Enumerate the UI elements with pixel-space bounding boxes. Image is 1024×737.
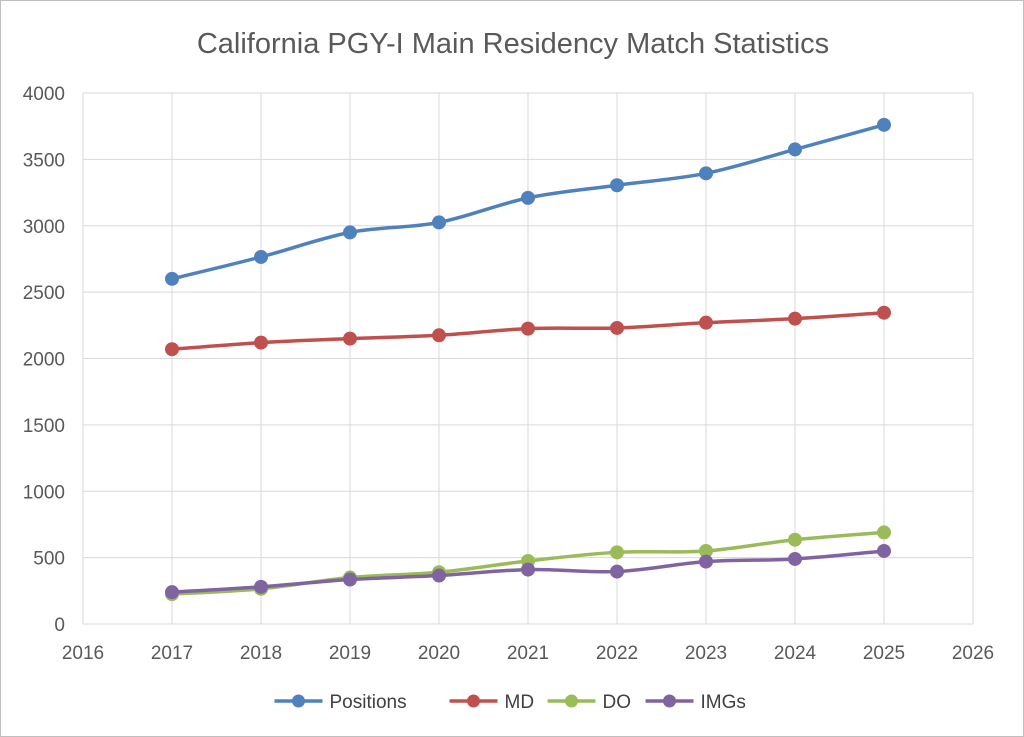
- data-point-md: [165, 342, 179, 357]
- data-point-imgs: [610, 564, 624, 579]
- data-point-do: [610, 545, 624, 560]
- data-point-imgs: [788, 551, 802, 566]
- series-md: [165, 305, 891, 357]
- series-positions: [165, 117, 891, 286]
- legend-label-do: DO: [603, 692, 632, 713]
- y-tick-label: 2500: [23, 283, 65, 304]
- x-tick-label: 2018: [240, 643, 282, 664]
- data-point-md: [877, 305, 891, 320]
- data-point-do: [788, 532, 802, 547]
- legend-item-do: DO: [547, 692, 632, 713]
- y-tick-label: 1500: [23, 416, 65, 437]
- data-point-imgs: [521, 562, 535, 577]
- y-tick-label: 3500: [23, 150, 65, 171]
- tick-layer: 0 500 1000 1500 2000 2500 3000 3500 4000 2016 2017…: [23, 84, 994, 664]
- data-point-md: [699, 315, 713, 330]
- data-point-positions: [432, 215, 446, 230]
- x-tick-label: 2025: [863, 643, 905, 664]
- series-layer: [165, 117, 891, 602]
- x-tick-label: 2016: [62, 643, 104, 664]
- legend-item-md: MD: [449, 692, 535, 713]
- data-point-imgs: [877, 543, 891, 558]
- legend-label-imgs: IMGs: [701, 692, 746, 713]
- series-imgs: [165, 543, 891, 600]
- y-tick-label: 0: [54, 615, 65, 636]
- data-point-md: [254, 335, 268, 350]
- y-tick-label: 2000: [23, 350, 65, 371]
- grid-layer: [82, 92, 974, 625]
- x-tick-label: 2026: [952, 643, 994, 664]
- data-point-md: [343, 331, 357, 346]
- data-point-md: [521, 321, 535, 336]
- data-point-imgs: [254, 579, 268, 594]
- chart-title: California PGY-I Main Residency Match St…: [197, 28, 829, 60]
- legend-marker-imgs: [663, 694, 676, 708]
- x-tick-label: 2024: [774, 643, 817, 664]
- data-point-imgs: [432, 568, 446, 583]
- data-point-imgs: [165, 585, 179, 600]
- legend-label-positions: Positions: [330, 692, 407, 713]
- x-tick-label: 2022: [596, 643, 638, 664]
- data-point-positions: [788, 142, 802, 157]
- data-point-do: [877, 525, 891, 540]
- data-point-md: [610, 320, 624, 335]
- y-tick-label: 4000: [23, 84, 65, 105]
- x-tick-label: 2021: [507, 643, 549, 664]
- data-point-positions: [699, 166, 713, 181]
- x-tick-label: 2017: [151, 643, 193, 664]
- legend: Positions MD DO IMGs: [274, 692, 746, 713]
- legend-item-positions: Positions: [274, 692, 407, 713]
- data-point-md: [432, 328, 446, 343]
- data-point-positions: [254, 249, 268, 264]
- data-point-imgs: [699, 554, 713, 569]
- y-tick-label: 1000: [23, 482, 65, 503]
- legend-marker-do: [565, 694, 578, 708]
- data-point-positions: [877, 117, 891, 132]
- data-point-md: [788, 311, 802, 326]
- x-tick-label: 2020: [418, 643, 460, 664]
- data-point-positions: [610, 178, 624, 193]
- data-point-positions: [521, 190, 535, 205]
- legend-item-imgs: IMGs: [645, 692, 746, 713]
- legend-label-md: MD: [505, 692, 535, 713]
- y-tick-label: 3000: [23, 217, 65, 238]
- legend-marker-md: [467, 694, 480, 708]
- data-point-positions: [343, 225, 357, 240]
- x-tick-label: 2019: [329, 643, 371, 664]
- y-tick-label: 500: [33, 549, 65, 570]
- data-point-positions: [165, 271, 179, 286]
- x-tick-label: 2023: [685, 643, 727, 664]
- data-point-imgs: [343, 572, 357, 587]
- legend-marker-positions: [292, 694, 305, 708]
